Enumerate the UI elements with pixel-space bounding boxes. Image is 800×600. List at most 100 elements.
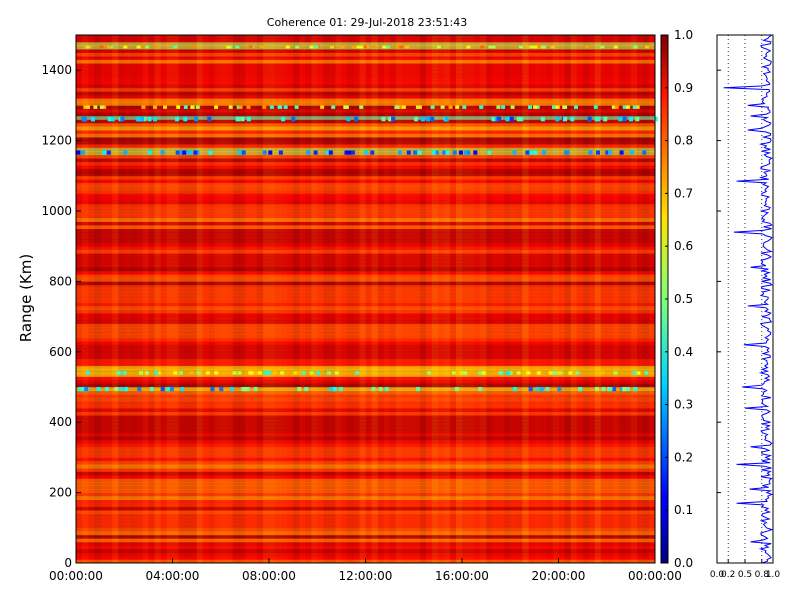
heatmap-cell bbox=[214, 105, 219, 109]
heatmap-cell bbox=[313, 150, 318, 155]
heatmap-cell bbox=[76, 150, 81, 155]
heatmap-cell bbox=[632, 105, 637, 109]
heatmap-row bbox=[76, 548, 655, 553]
heatmap-row bbox=[76, 130, 655, 134]
heatmap-cell bbox=[153, 105, 157, 109]
heatmap-cell bbox=[418, 105, 422, 109]
heatmap-cell bbox=[136, 45, 141, 49]
heatmap-cell bbox=[263, 371, 268, 375]
side-x-tick-label: 0.8 bbox=[755, 570, 770, 580]
heatmap-cell bbox=[644, 371, 649, 375]
y-tick-label: 200 bbox=[49, 486, 72, 500]
heatmap-cell bbox=[104, 387, 109, 392]
heatmap-cell bbox=[508, 371, 513, 375]
heatmap-cell bbox=[611, 105, 616, 109]
heatmap-row bbox=[76, 436, 655, 441]
heatmap-cell bbox=[356, 45, 361, 49]
heatmap-row bbox=[76, 541, 655, 546]
heatmap-cell bbox=[463, 371, 468, 375]
heatmap-row bbox=[76, 267, 655, 272]
heatmap-cell bbox=[156, 371, 161, 375]
chart-title: Coherence 01: 29-Jul-2018 23:51:43 bbox=[267, 16, 467, 29]
heatmap-row bbox=[76, 235, 655, 240]
heatmap-cell bbox=[556, 371, 561, 375]
heatmap-row bbox=[76, 453, 655, 458]
heatmap-cell bbox=[596, 150, 600, 155]
heatmap-cell bbox=[551, 371, 555, 375]
heatmap-cell bbox=[595, 387, 599, 392]
heatmap-cell bbox=[542, 45, 546, 49]
heatmap-cell bbox=[207, 116, 212, 122]
heatmap-cell bbox=[110, 116, 115, 122]
heatmap-row-bands bbox=[76, 35, 655, 564]
heatmap-cell bbox=[519, 116, 524, 122]
heatmap-cell bbox=[84, 387, 89, 392]
heatmap-row bbox=[76, 485, 655, 490]
heatmap-cell bbox=[478, 371, 483, 375]
heatmap-cell bbox=[186, 150, 191, 155]
heatmap-cell bbox=[608, 387, 613, 392]
heatmap-row bbox=[76, 383, 655, 388]
heatmap-cell bbox=[626, 387, 630, 392]
heatmap-row bbox=[76, 35, 655, 39]
heatmap-cell bbox=[175, 116, 180, 122]
heatmap-cell bbox=[563, 105, 568, 109]
heatmap-cell bbox=[145, 45, 150, 49]
heatmap-cell bbox=[525, 45, 530, 49]
heatmap-row bbox=[76, 517, 655, 522]
x-tick-label: 08:00:00 bbox=[242, 569, 296, 583]
heatmap-row bbox=[76, 330, 655, 335]
heatmap-cell bbox=[102, 105, 107, 109]
heatmap-cell bbox=[226, 45, 231, 49]
heatmap-cell bbox=[295, 45, 300, 49]
heatmap-cell bbox=[96, 387, 101, 392]
heatmap-cell bbox=[285, 45, 290, 49]
heatmap-row bbox=[76, 119, 655, 124]
heatmap-row bbox=[76, 411, 655, 416]
heatmap-row bbox=[76, 401, 655, 405]
heatmap-row bbox=[76, 203, 655, 208]
side-x-tick-label: 0.5 bbox=[738, 570, 752, 580]
heatmap-row bbox=[76, 73, 655, 78]
heatmap-cell bbox=[601, 387, 606, 392]
heatmap-cell bbox=[235, 116, 240, 122]
x-tick-label: 20:00:00 bbox=[532, 569, 586, 583]
heatmap-row bbox=[76, 256, 655, 261]
heatmap-cell bbox=[603, 116, 608, 122]
side-x-tick-label: 0.2 bbox=[721, 570, 735, 580]
side-profile-line bbox=[723, 34, 774, 564]
heatmap-row bbox=[76, 320, 655, 325]
heatmap-cell bbox=[414, 116, 419, 122]
heatmap-row bbox=[76, 225, 655, 229]
heatmap-row bbox=[76, 295, 655, 300]
heatmap-row bbox=[76, 306, 655, 310]
heatmap-row bbox=[76, 510, 655, 515]
heatmap-cell bbox=[107, 45, 111, 49]
heatmap-cell bbox=[455, 105, 460, 109]
heatmap-row bbox=[76, 253, 655, 258]
heatmap-row bbox=[76, 277, 655, 282]
heatmap-cell bbox=[219, 387, 224, 392]
heatmap-row bbox=[76, 249, 655, 254]
heatmap-cell bbox=[272, 371, 277, 375]
heatmap-row bbox=[76, 334, 655, 339]
heatmap-cell bbox=[80, 387, 85, 392]
heatmap-cell bbox=[430, 116, 435, 122]
heatmap-cell bbox=[106, 150, 111, 155]
heatmap-cell bbox=[513, 387, 517, 392]
heatmap-cell bbox=[179, 150, 184, 155]
heatmap-cell bbox=[180, 387, 185, 392]
heatmap-cell bbox=[451, 371, 456, 375]
heatmap-row bbox=[76, 288, 655, 293]
heatmap-cell bbox=[533, 45, 538, 49]
heatmap-cell bbox=[636, 371, 641, 375]
heatmap-cell bbox=[189, 371, 194, 375]
heatmap-cell bbox=[584, 45, 589, 49]
heatmap-row bbox=[76, 133, 655, 138]
heatmap-cell bbox=[363, 45, 368, 49]
heatmap-row bbox=[76, 482, 655, 486]
heatmap-cell bbox=[427, 371, 432, 375]
heatmap-cell bbox=[535, 387, 540, 392]
heatmap-cell bbox=[440, 105, 445, 109]
heatmap-row bbox=[76, 387, 655, 391]
